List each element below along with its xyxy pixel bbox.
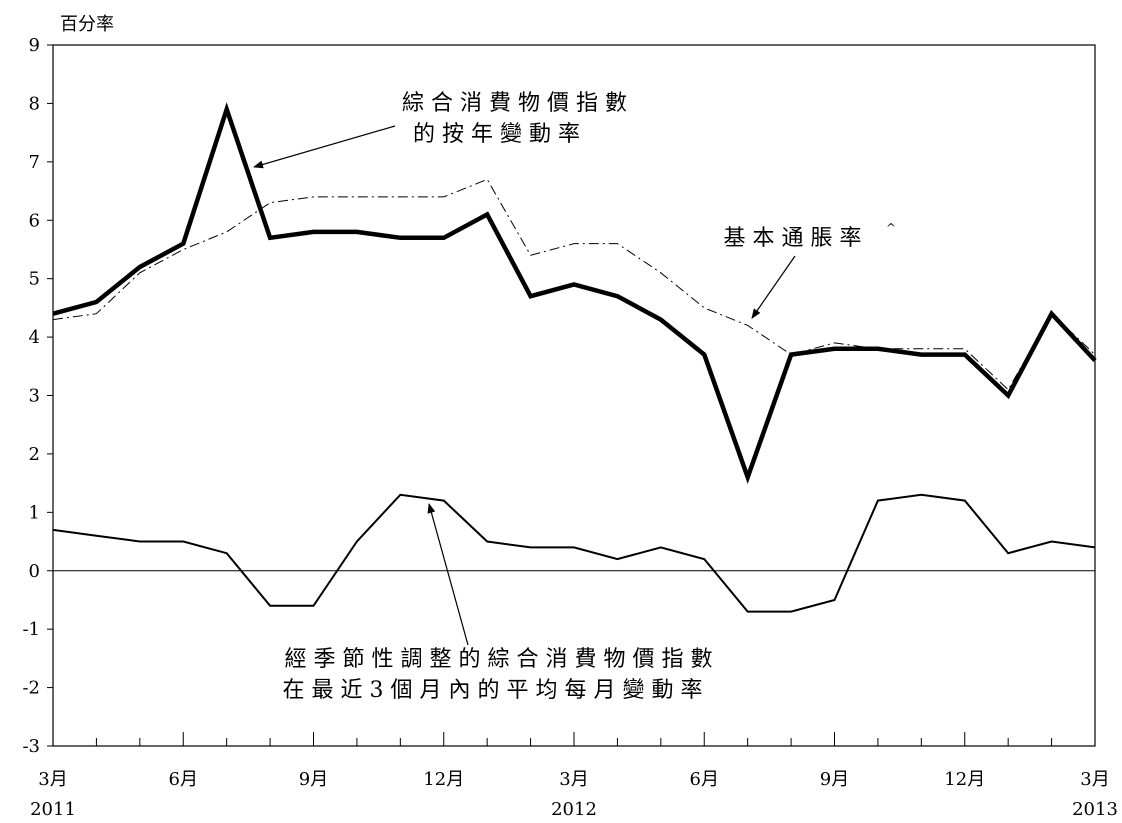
mom-annotation-line2: 在最近3個月內的平均每月變動率 [283, 678, 710, 703]
series-line-thin-solid [52, 493, 1096, 613]
x-tick-label: 3月 [1080, 769, 1109, 790]
y-tick-label: -1 [22, 619, 40, 640]
y-tick-label: -2 [22, 678, 40, 699]
x-tick-label: 12月 [423, 769, 464, 790]
y-unit-label: 百分率 [60, 14, 114, 35]
y-tick-label: 5 [29, 269, 40, 290]
x-year-label: 2013 [1072, 799, 1118, 820]
cpi-annotation-line1: 綜合消費物價指數 [402, 91, 634, 116]
underlying-arrow [751, 255, 796, 319]
mom-annotation-line1: 經季節性調整的綜合消費物價指數 [284, 647, 719, 672]
underlying-caret: ^ [886, 221, 896, 235]
x-year-label: 2011 [30, 799, 76, 820]
x-tick-label: 6月 [169, 769, 198, 790]
x-year-label: 2012 [551, 799, 597, 820]
mom-arrow [427, 503, 469, 646]
y-tick-label: 1 [29, 502, 40, 523]
y-tick-label: 7 [29, 152, 40, 173]
x-tick-label: 3月 [559, 769, 588, 790]
series-line-dash-dot [52, 178, 1096, 391]
series-line-thick-solid [52, 102, 1097, 485]
cpi-annotation-line2: 的按年變動率 [413, 122, 587, 147]
cpi-arrow [253, 125, 396, 169]
series-group [52, 102, 1097, 613]
y-tick-label: 9 [29, 35, 40, 56]
x-axis: 3月 2011 6月 9月 12月 3月 2012 6月 9月 12月 3月 2013 [30, 732, 1118, 820]
y-tick-label: 0 [29, 561, 40, 582]
y-tick-label: 8 [29, 93, 40, 114]
x-tick-label: 3月 [38, 769, 67, 790]
x-tick-label: 6月 [690, 769, 719, 790]
y-tick-label: -3 [22, 736, 40, 757]
y-tick-label: 6 [29, 210, 40, 231]
underlying-annotation: 基本通脹率 [723, 226, 868, 251]
x-tick-label: 12月 [944, 769, 985, 790]
y-tick-label: 3 [29, 386, 40, 407]
y-axis: 9 8 7 6 5 4 3 2 1 0 -1 -2 -3 [22, 35, 53, 757]
plot-border [52, 44, 1096, 747]
y-tick-label: 4 [29, 327, 40, 348]
plot-frame [52, 44, 1096, 747]
y-tick-label: 2 [29, 444, 40, 465]
x-tick-label: 9月 [820, 769, 849, 790]
x-tick-label: 9月 [299, 769, 328, 790]
